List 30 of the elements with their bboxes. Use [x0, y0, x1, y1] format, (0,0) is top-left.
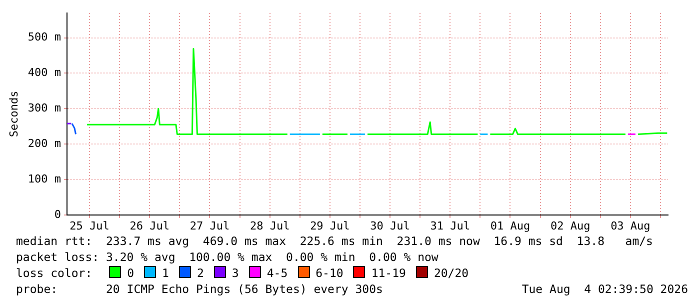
y-tick-label: 400 m — [28, 66, 62, 80]
x-tick-label: 28 Jul — [250, 219, 290, 232]
text: packet loss: 3.20 % avg 100.00 % max 0.00 % min 0.00 % now — [16, 249, 440, 265]
x-tick-label: 26 Jul — [130, 219, 170, 232]
y-tick-label: 300 m — [28, 102, 62, 115]
y-axis-title: Seconds — [7, 90, 20, 138]
legend-label: 2 — [196, 266, 204, 280]
x-tick-label: 27 Jul — [190, 219, 230, 232]
legend-label: 20/20 — [434, 266, 469, 280]
legend-label: 6-10 — [316, 266, 344, 280]
legend-label: 1 — [162, 266, 169, 280]
x-tick-label: 25 Jul — [70, 219, 110, 232]
y-tick-label: 0 — [54, 208, 61, 221]
x-tick-label: 31 Jul — [430, 219, 470, 232]
legend-label: 11-19 — [371, 266, 406, 280]
legend-label: 3 — [232, 266, 239, 280]
text: Tue Aug 4 02:39:50 2026 — [522, 281, 688, 297]
x-tick-label: 02 Aug — [550, 219, 590, 232]
x-tick-label: 01 Aug — [490, 219, 530, 232]
y-tick-label: 500 m — [28, 30, 62, 44]
y-tick-label: 200 m — [28, 136, 62, 150]
x-tick-label: 30 Jul — [370, 219, 410, 232]
legend-label: 4-5 — [266, 266, 288, 280]
text: median rtt: 233.7 ms avg 469.0 ms max 225.6 ms min 231.0 ms now 16.9 ms sd 13.8 am/s — [16, 233, 654, 249]
y-tick-label: 100 m — [28, 172, 62, 186]
legend-title: loss color: — [16, 266, 92, 280]
x-tick-label: 29 Jul — [310, 219, 350, 232]
text: probe: 20 ICMP Echo Pings (56 Bytes) every 300s — [16, 282, 383, 296]
legend-label: 0 — [127, 266, 134, 280]
x-tick-label: 03 Aug — [610, 219, 650, 232]
